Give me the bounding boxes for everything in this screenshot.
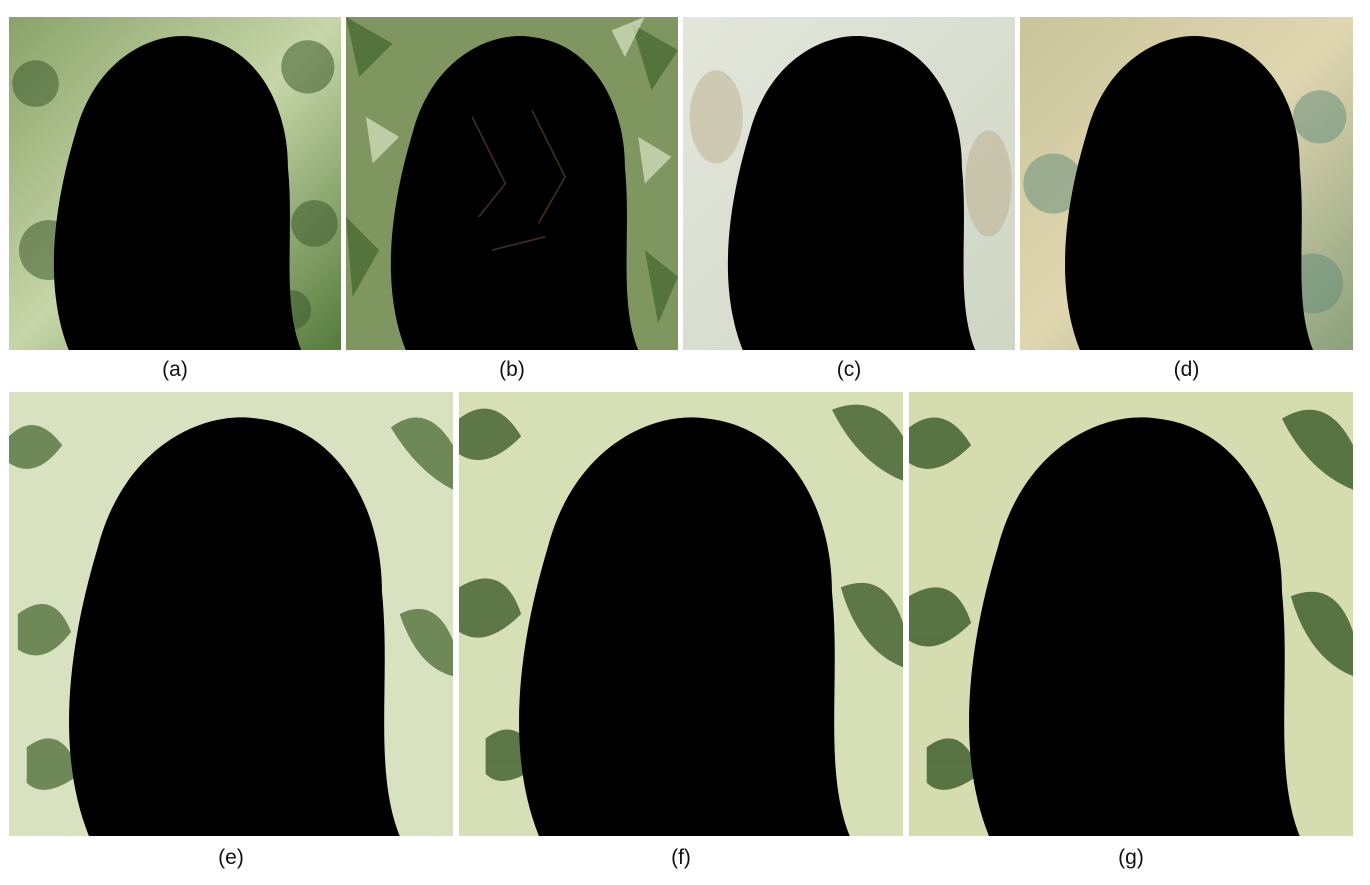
caption-g: (g) xyxy=(1118,846,1144,869)
caption-d: (d) xyxy=(1173,358,1200,381)
caption-f: (f) xyxy=(671,846,691,869)
image-original-photo: #p-a .hair{fill:#3a1c10}#p-a .shirt{fill… xyxy=(9,17,341,350)
image-style-result-b: #p-b .hair{fill:#7a8088}#p-b .shirt{fill… xyxy=(346,17,678,350)
caption-b: (b) xyxy=(499,358,525,381)
caption-c: (c) xyxy=(836,358,862,381)
caption-e: (e) xyxy=(218,846,244,869)
image-style-result-d: #p-d .hair{fill:#3c2a2e}#p-d .shirt{fill… xyxy=(1020,17,1353,350)
image-style-result-g: #p-g .hair{fill:#1a0c06}#p-g .shirt{fill… xyxy=(909,392,1353,836)
image-style-result-f: #p-f .hair{fill:#1e0e08}#p-f .shirt{fill… xyxy=(459,392,903,836)
caption-a: (a) xyxy=(162,358,188,381)
image-style-result-e: #p-e .hair{fill:#2a1a12}#p-e .shirt{fill… xyxy=(9,392,453,836)
image-style-result-c: #p-c .hair{fill:#7a4628}#p-c .shirt{fill… xyxy=(683,17,1015,350)
